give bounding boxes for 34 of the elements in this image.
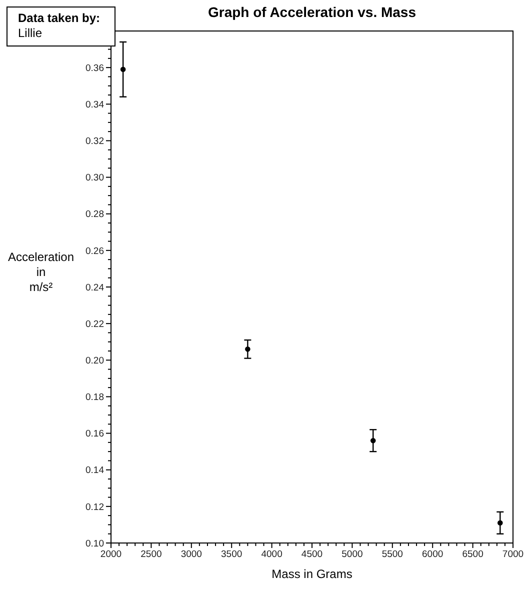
- point: [497, 520, 503, 526]
- x-tick-label: 6500: [462, 549, 484, 560]
- text: Data taken by:: [18, 11, 100, 25]
- y-tick-label: 0.16: [86, 428, 104, 440]
- y-tick-label: 0.20: [86, 355, 104, 366]
- x-axis-title: Mass in Grams: [272, 567, 352, 581]
- y-tick-label: 0.32: [86, 136, 104, 148]
- y-tick-label: 0.26: [86, 246, 104, 257]
- y-tick-label: 0.18: [86, 392, 104, 404]
- point: [120, 66, 126, 72]
- y-tick-label: 0.36: [86, 62, 104, 74]
- x-tick-label: 2500: [140, 549, 162, 560]
- point: [245, 346, 250, 352]
- x-tick-label: 4500: [301, 549, 323, 560]
- y-tick-label: 0.22: [86, 318, 104, 330]
- x-tick-label: 4000: [261, 549, 282, 560]
- y-tick-label: 0.34: [86, 99, 104, 110]
- text: Lillie: [18, 26, 42, 40]
- y-tick-label: 0.14: [86, 465, 104, 476]
- chart-title: Graph of Acceleration vs. Mass: [208, 4, 416, 20]
- y-axis-title: Acceleration in m/s²: [8, 250, 74, 294]
- x-tick-label: 3500: [221, 549, 242, 560]
- y-tick-label: 0.24: [86, 282, 104, 294]
- y-tick-label: 0.28: [86, 209, 104, 220]
- x-tick-label: 5000: [342, 549, 363, 560]
- x-tick-label: 3000: [180, 549, 202, 560]
- x-tick-label: 7000: [502, 549, 524, 560]
- x-tick-label: 6000: [422, 549, 444, 560]
- y-tick-label: 0.30: [86, 172, 104, 184]
- y-tick-label: 0.12: [86, 502, 104, 513]
- x-tick-label: 2000: [100, 549, 122, 560]
- point: [370, 438, 376, 444]
- y-tick-label: 0.10: [86, 538, 104, 550]
- x-tick-label: 5500: [382, 549, 403, 560]
